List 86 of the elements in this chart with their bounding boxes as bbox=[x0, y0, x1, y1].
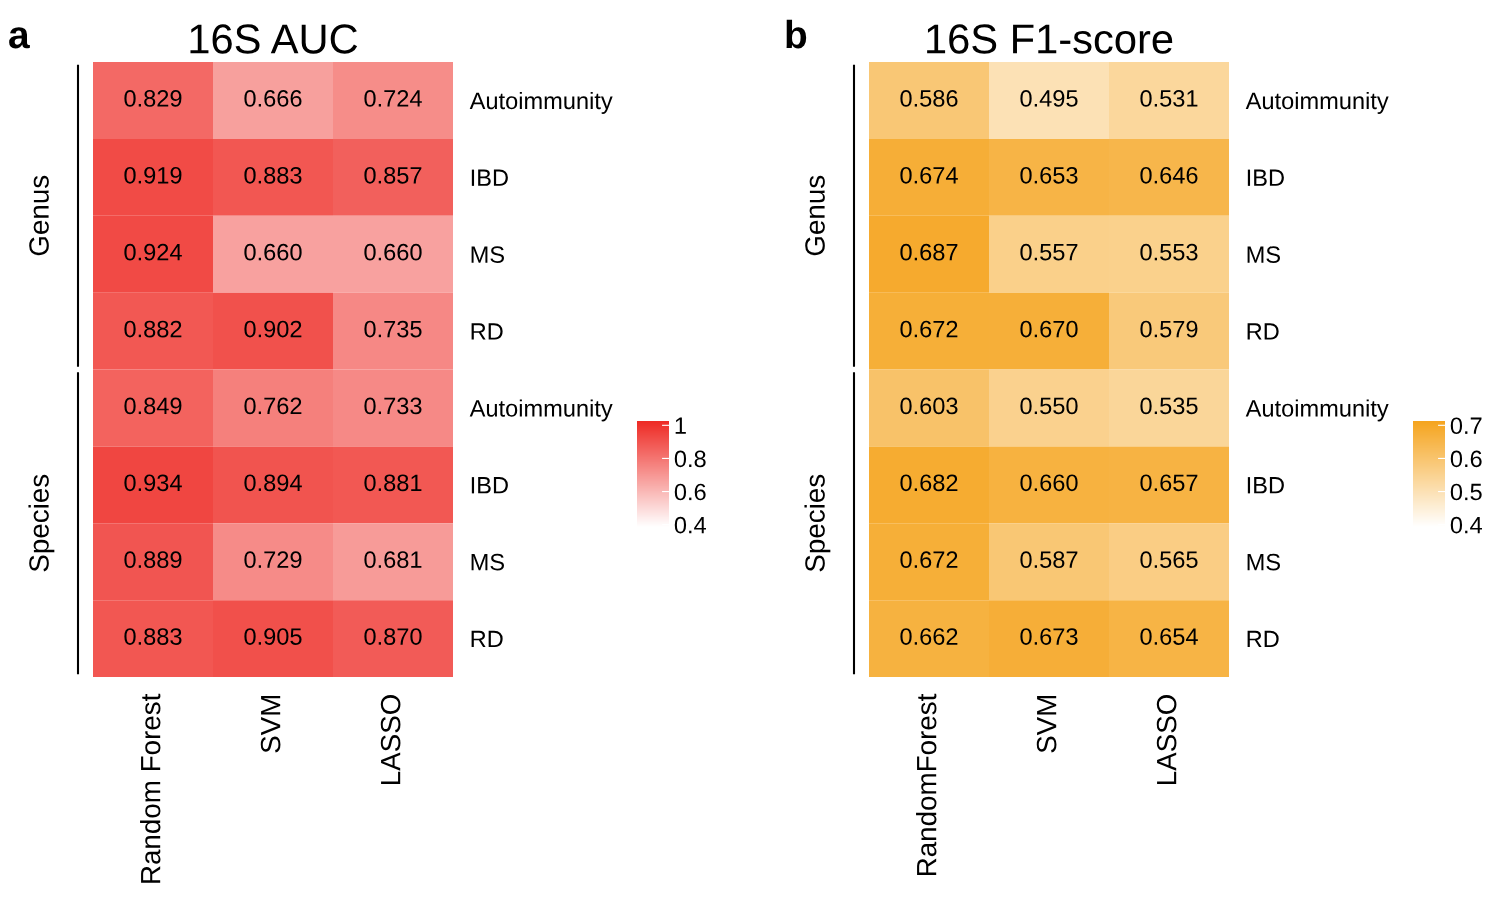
data-label: 0.849 bbox=[124, 397, 182, 415]
y-tick-label: RD bbox=[1247, 323, 1279, 340]
data-label: 0.565 bbox=[1140, 551, 1198, 569]
color-bar-label: 0.7 bbox=[1450, 417, 1482, 435]
y-tick-label: RD bbox=[471, 323, 503, 340]
text: a bbox=[9, 27, 30, 49]
text: b bbox=[786, 19, 807, 49]
color-bar-label: 0.6 bbox=[674, 483, 706, 501]
data-label: 0.733 bbox=[364, 397, 422, 415]
y-tick-label: RD bbox=[1247, 630, 1279, 648]
y-tick-label: Autoimmunity bbox=[469, 399, 613, 422]
y-tick-label: Autoimmunity bbox=[469, 91, 613, 114]
data-label: 0.660 bbox=[364, 243, 422, 261]
data-label: 0.672 bbox=[900, 551, 958, 569]
data-label: 0.657 bbox=[1140, 474, 1198, 492]
x-tick-label: SVM bbox=[1036, 695, 1057, 753]
data-label: 0.882 bbox=[124, 320, 182, 338]
y-tick-label: IBD bbox=[1247, 169, 1284, 186]
data-label: 0.670 bbox=[1020, 320, 1078, 338]
data-label: 0.934 bbox=[124, 474, 182, 492]
data-label: 0.829 bbox=[124, 90, 182, 107]
data-label: 0.672 bbox=[900, 320, 958, 338]
data-label: 0.905 bbox=[244, 628, 302, 645]
data-label: 0.666 bbox=[244, 90, 302, 107]
y-tick-label: MS bbox=[471, 553, 504, 571]
color-bar-label: 0.4 bbox=[1450, 516, 1482, 534]
color-bar-label: 0.4 bbox=[674, 516, 706, 534]
y-tick-label: RD bbox=[471, 630, 503, 648]
y-tick-label: MS bbox=[1247, 553, 1280, 571]
y-tick-label: IBD bbox=[471, 169, 508, 186]
x-tick-label: Random Forest bbox=[140, 693, 161, 883]
data-label: 0.531 bbox=[1140, 90, 1198, 107]
data-label: 0.603 bbox=[900, 397, 958, 415]
data-label: 0.662 bbox=[900, 628, 958, 645]
data-label: 0.646 bbox=[1140, 166, 1198, 184]
x-tick-label: SVM bbox=[260, 695, 281, 753]
data-label: 0.881 bbox=[364, 474, 422, 492]
data-label: 0.553 bbox=[1140, 243, 1198, 261]
y-tick-label: Autoimmunity bbox=[1245, 399, 1389, 422]
data-label: 0.857 bbox=[364, 166, 422, 184]
data-label: 0.724 bbox=[364, 90, 422, 107]
y-tick-label: MS bbox=[1247, 246, 1280, 263]
color-bar-label: 0.5 bbox=[1450, 483, 1482, 501]
data-label: 0.729 bbox=[244, 551, 302, 569]
data-label: 0.889 bbox=[124, 551, 182, 569]
color-bar-label: 0.8 bbox=[674, 450, 706, 468]
x-tick-label: RandomForest bbox=[916, 693, 937, 876]
y-tick-label: IBD bbox=[471, 477, 508, 494]
data-label: 0.673 bbox=[1020, 628, 1078, 645]
data-label: 0.681 bbox=[364, 551, 422, 569]
text: Species bbox=[28, 474, 55, 572]
text: Genus bbox=[29, 175, 49, 256]
text: Genus bbox=[805, 175, 825, 256]
data-label: 0.687 bbox=[900, 243, 958, 261]
x-tick-label: LASSO bbox=[1156, 695, 1177, 785]
data-label: 0.883 bbox=[244, 166, 302, 184]
y-tick-label: MS bbox=[471, 246, 504, 263]
data-label: 0.495 bbox=[1020, 90, 1078, 107]
data-label: 0.587 bbox=[1020, 551, 1078, 569]
y-tick-label: Autoimmunity bbox=[1245, 91, 1389, 114]
data-label: 0.660 bbox=[244, 243, 302, 261]
data-label: 0.919 bbox=[124, 166, 182, 184]
color-bar-label: 0.6 bbox=[1450, 450, 1482, 468]
data-label: 0.924 bbox=[124, 243, 182, 261]
data-label: 0.674 bbox=[900, 166, 958, 184]
data-label: 0.557 bbox=[1020, 243, 1078, 261]
data-label: 0.762 bbox=[244, 397, 302, 415]
data-label: 0.883 bbox=[124, 628, 182, 645]
chart-title: 16S F1-score bbox=[927, 24, 1173, 54]
text: Species bbox=[804, 474, 831, 572]
data-label: 0.682 bbox=[900, 474, 958, 492]
data-label: 0.735 bbox=[364, 320, 422, 338]
data-label: 0.550 bbox=[1020, 397, 1078, 415]
data-label: 0.660 bbox=[1020, 474, 1078, 492]
data-label: 0.654 bbox=[1140, 628, 1198, 645]
data-label: 0.902 bbox=[244, 320, 302, 338]
y-tick-label: IBD bbox=[1247, 477, 1284, 494]
data-label: 0.586 bbox=[900, 90, 958, 107]
data-label: 0.653 bbox=[1020, 166, 1078, 184]
data-label: 0.894 bbox=[244, 474, 302, 492]
data-label: 0.579 bbox=[1140, 320, 1198, 338]
chart-title: 16S AUC bbox=[190, 24, 358, 54]
x-tick-label: LASSO bbox=[380, 695, 401, 785]
data-label: 0.870 bbox=[364, 628, 422, 645]
data-label: 0.535 bbox=[1140, 397, 1198, 415]
color-bar-label: 1 bbox=[675, 417, 686, 434]
